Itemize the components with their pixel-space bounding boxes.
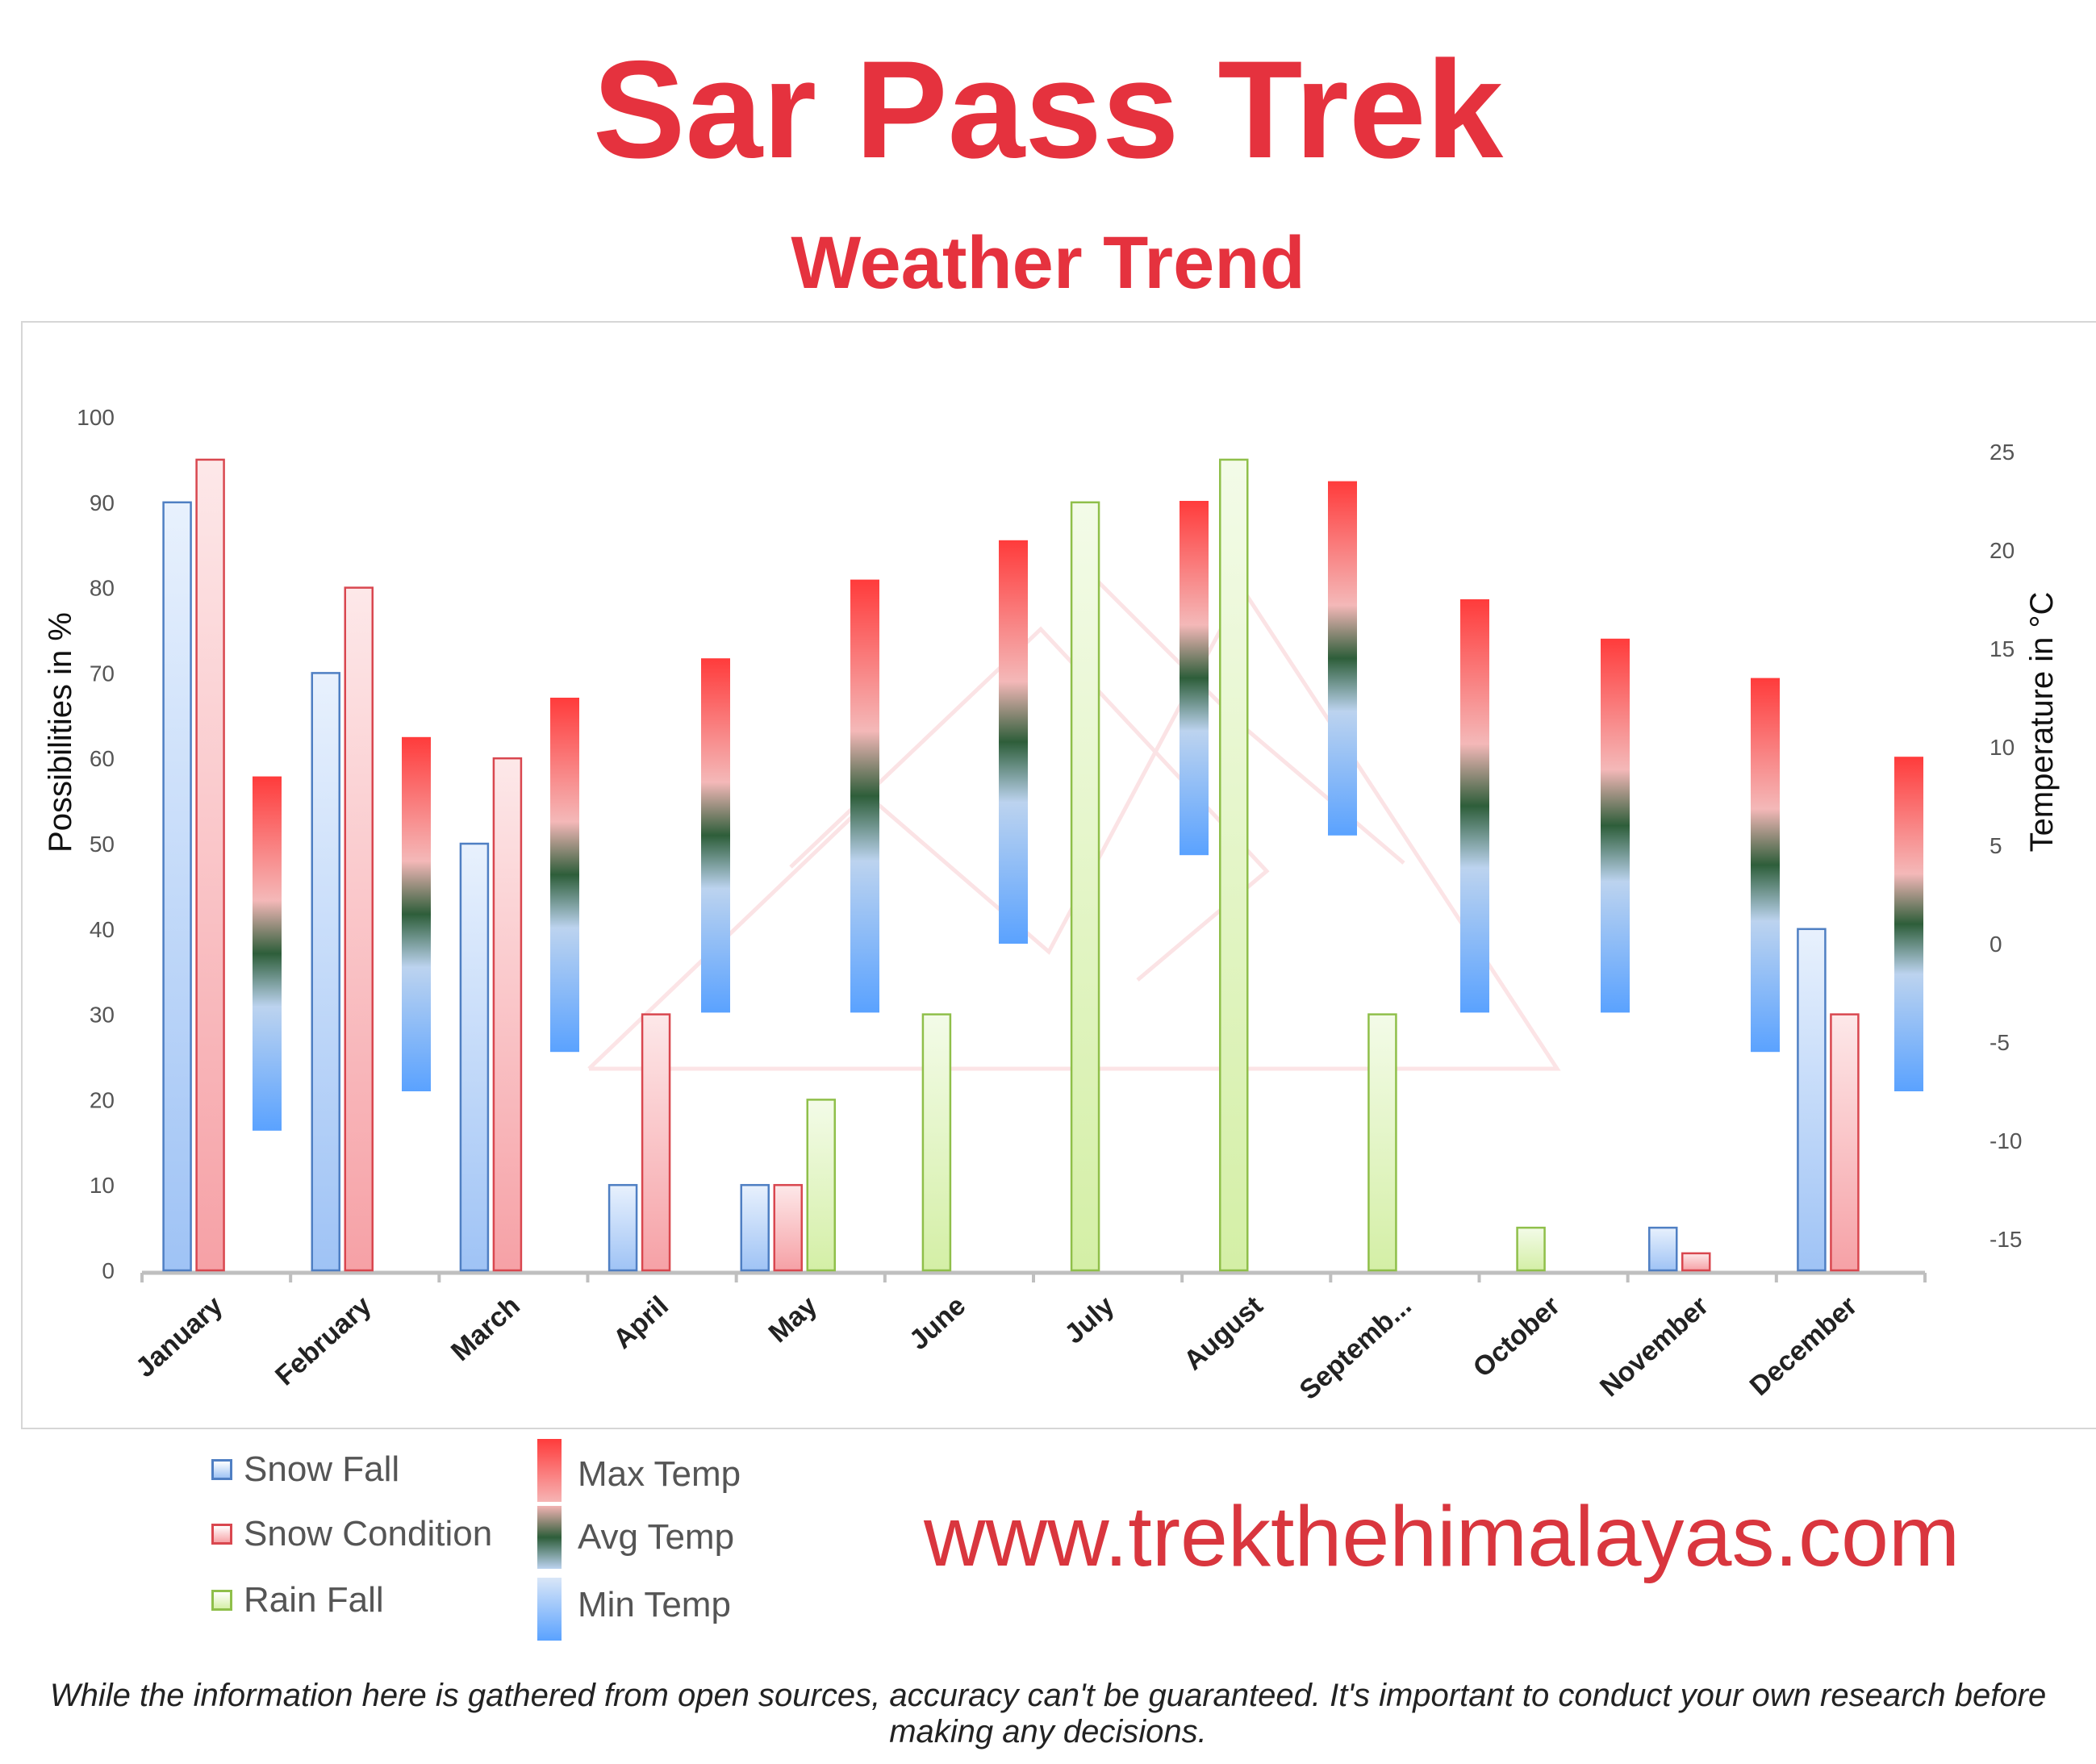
legend-min-temp-label: Min Temp (578, 1585, 731, 1624)
y-tick-label: 70 (90, 661, 115, 686)
bar-snow-fall (459, 842, 490, 1272)
legend-max-temp-label: Max Temp (578, 1454, 741, 1494)
x-tick-label: August (1178, 1291, 1268, 1377)
watermark-mountain-3 (1096, 579, 1405, 865)
chart-frame (21, 321, 2096, 1429)
temp-range-bar (402, 736, 431, 1091)
temp-range-bar (850, 579, 879, 1013)
y-tick-label: 100 (77, 405, 115, 430)
y-axis-title: Possibilities in % (43, 612, 78, 853)
y2-tick-label: -15 (1990, 1227, 2022, 1252)
x-tick-label: January (130, 1291, 228, 1384)
bar-snow-fall (162, 501, 192, 1272)
y-tick-label: 30 (90, 1003, 115, 1028)
legend-rain-fall: Rain Fall (211, 1578, 384, 1623)
bars (162, 458, 1860, 1272)
y2-tick-label: 0 (1990, 932, 2002, 957)
x-tick-label: December (1744, 1291, 1864, 1402)
x-tick-label: February (269, 1291, 378, 1392)
temp-range-bar (253, 776, 282, 1131)
y2-tick-label: -5 (1990, 1030, 2010, 1055)
x-axis: January February March April May June July Augu… (130, 1270, 1927, 1406)
avg-temp-swatch-icon (537, 1506, 562, 1569)
chart-subtitle: Weather Trend (791, 222, 1305, 304)
temperature-bars (253, 481, 1923, 1131)
bar-rain-fall (1516, 1226, 1546, 1272)
left-axis: 0 10 20 30 40 50 60 70 80 90 100 Possibilities in % (43, 405, 115, 1283)
bar-snow-fall (608, 1183, 638, 1272)
legend-snow-condition-label: Snow Condition (244, 1514, 493, 1553)
legend: Snow Fall Snow Condition Rain Fall Max T… (0, 0, 807, 1641)
x-tick-label: March (445, 1291, 526, 1367)
bar-rain-fall (921, 1013, 952, 1272)
legend-snow-fall-label: Snow Fall (244, 1449, 400, 1489)
y2-tick-label: -10 (1990, 1128, 2022, 1153)
rain-fall-swatch-icon (211, 1590, 232, 1611)
y-tick-label: 90 (90, 490, 115, 515)
bar-rain-fall (1367, 1013, 1397, 1272)
bar-rain-fall (806, 1099, 836, 1272)
watermark-mountain-2 (789, 626, 1270, 982)
temp-range-bar (550, 698, 579, 1053)
x-tick-label: July (1058, 1291, 1120, 1350)
y-tick-label: 0 (102, 1258, 115, 1283)
max-temp-swatch-icon (537, 1439, 562, 1502)
bar-snow-fall (311, 672, 340, 1272)
x-tick-label: May (763, 1291, 824, 1349)
temp-range-bar (1894, 757, 1923, 1091)
y-tick-label: 40 (90, 917, 115, 942)
legend-rain-fall-label: Rain Fall (244, 1580, 384, 1620)
x-tick-label: November (1594, 1291, 1714, 1403)
snow-condition-swatch-icon (211, 1524, 232, 1545)
bar-snow-fall (740, 1183, 770, 1272)
bar-rain-fall (1219, 458, 1249, 1272)
bar-rain-fall (1070, 501, 1100, 1272)
snow-fall-swatch-icon (211, 1459, 232, 1480)
y-tick-label: 20 (90, 1087, 115, 1112)
temp-range-bar (1751, 678, 1780, 1053)
bar-snow-condition (641, 1013, 671, 1272)
legend-min-temp: Min Temp (537, 1578, 731, 1641)
temp-range-bar (1180, 501, 1209, 856)
x-tick-label: April (608, 1291, 674, 1355)
legend-avg-temp-label: Avg Temp (578, 1517, 735, 1557)
temp-range-bar (1460, 599, 1489, 1013)
bar-snow-fall (1797, 928, 1827, 1272)
bar-snow-condition (1830, 1013, 1860, 1272)
y-tick-label: 50 (90, 832, 115, 857)
y2-tick-label: 25 (1990, 440, 2015, 465)
legend-avg-temp: Avg Temp (537, 1506, 735, 1569)
bar-snow-condition (344, 586, 374, 1272)
y2-tick-label: 20 (1990, 538, 2015, 563)
temp-range-bar (1601, 638, 1630, 1013)
y2-tick-label: 15 (1990, 636, 2015, 661)
y-tick-label: 60 (90, 746, 115, 771)
y2-tick-label: 10 (1990, 735, 2015, 760)
legend-snow-condition: Snow Condition (211, 1512, 492, 1557)
y-tick-label: 80 (90, 576, 115, 601)
bar-snow-condition (492, 757, 523, 1272)
bar-snow-condition (1681, 1252, 1711, 1272)
min-temp-swatch-icon (537, 1578, 562, 1641)
x-tick-label: June (904, 1291, 971, 1356)
x-tick-label: Septemb... (1294, 1291, 1418, 1406)
legend-max-temp: Max Temp (537, 1439, 741, 1502)
temp-range-bar (701, 658, 730, 1013)
temp-range-bar (1328, 481, 1357, 836)
right-axis: -15 -10 -5 0 5 10 15 20 25 Temperature in °C (1990, 440, 2060, 1252)
y-tick-label: 10 (90, 1173, 115, 1198)
bar-snow-condition (773, 1183, 803, 1272)
chart-title: Sar Pass Trek (592, 32, 1504, 187)
disclaimer-text: While the information here is gathered f… (49, 1678, 2047, 1749)
x-tick-label: October (1468, 1291, 1566, 1383)
bar-snow-fall (1648, 1226, 1678, 1272)
bar-snow-condition (195, 458, 225, 1272)
y2-axis-title: Temperature in °C (2024, 592, 2060, 853)
website-url: www.trekthehimalayas.com (924, 1489, 1960, 1584)
legend-snow-fall: Snow Fall (211, 1447, 399, 1492)
y2-tick-label: 5 (1990, 833, 2002, 858)
temp-range-bar (999, 540, 1028, 944)
